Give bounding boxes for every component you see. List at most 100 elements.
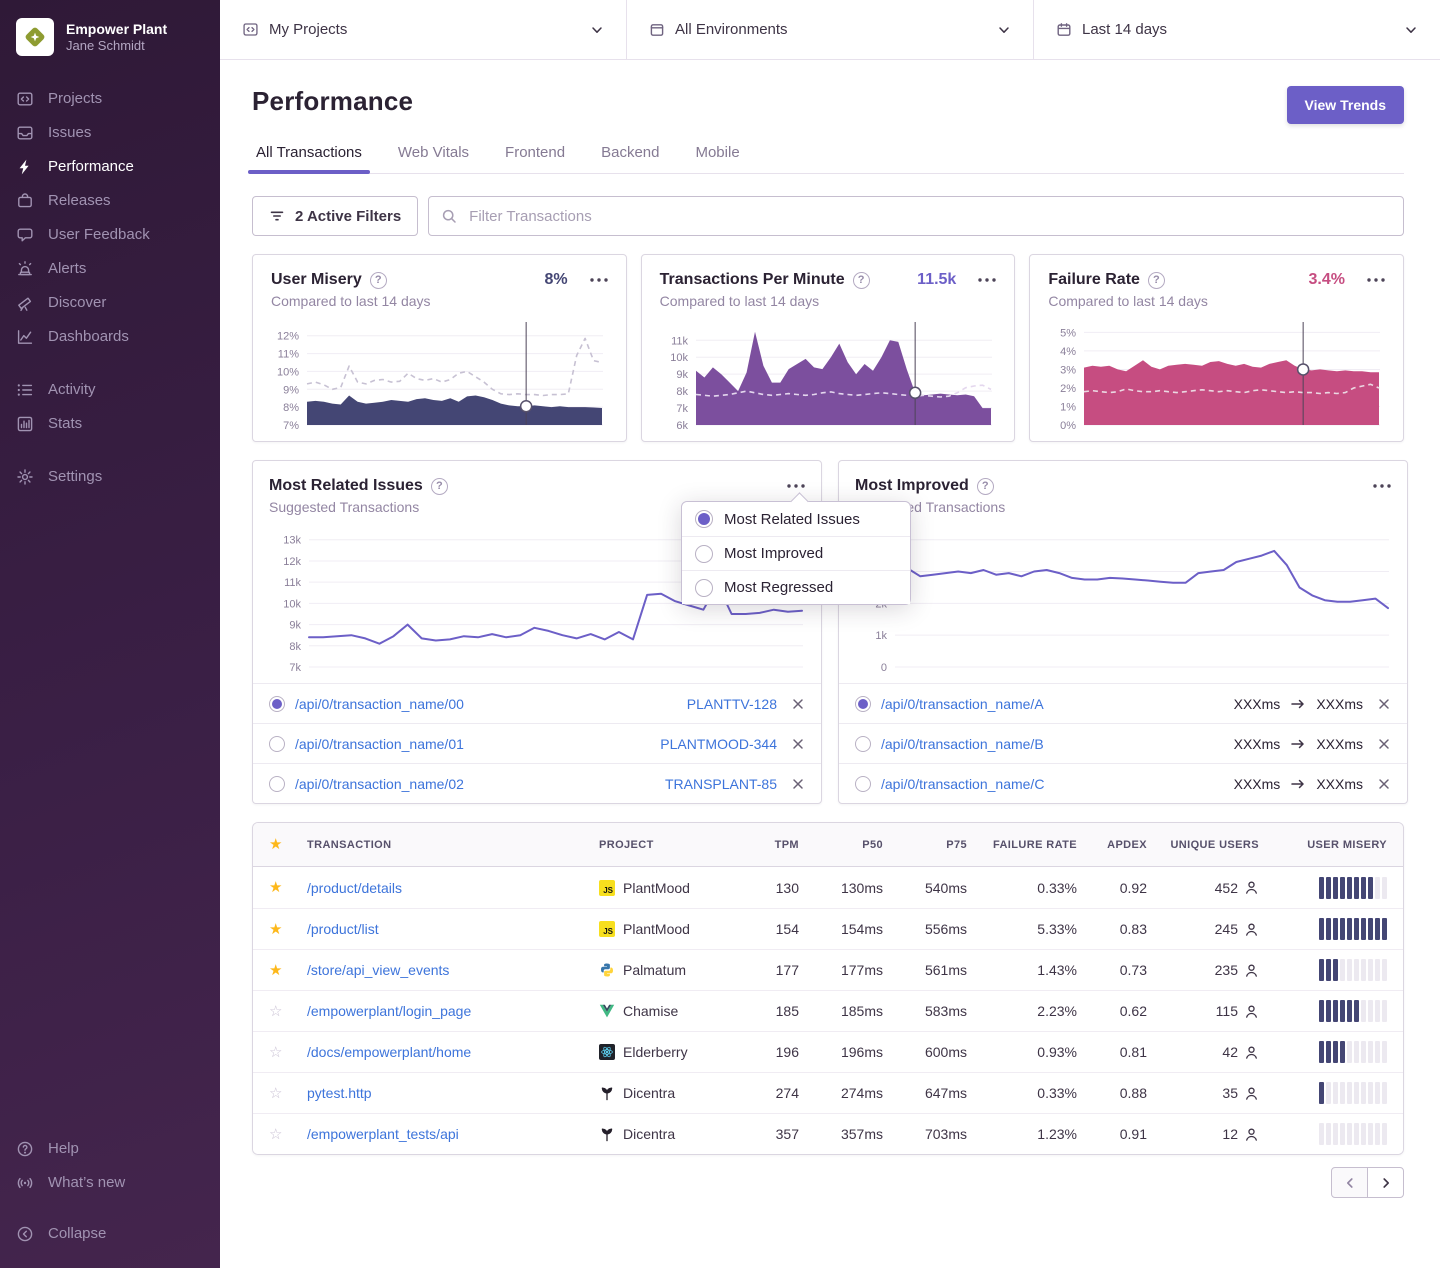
help-icon[interactable]: ? — [1148, 272, 1165, 289]
card-menu-button[interactable] — [590, 278, 608, 282]
p75-value: 556ms — [883, 921, 967, 937]
star-toggle[interactable]: ☆ — [269, 1086, 307, 1101]
card-menu-button[interactable] — [1367, 278, 1385, 282]
transaction-link[interactable]: /empowerplant_tests/api — [307, 1126, 599, 1142]
issue-link[interactable]: PLANTTV-128 — [687, 696, 777, 712]
star-toggle[interactable]: ★ — [269, 922, 307, 937]
sidebar-item-whatsnew[interactable]: What’s new — [16, 1168, 204, 1197]
card-menu-button[interactable] — [978, 278, 996, 282]
tab-web-vitals[interactable]: Web Vitals — [398, 144, 469, 173]
issue-link[interactable]: TRANSPLANT-85 — [665, 776, 777, 792]
failure-rate-card: Failure Rate ? 3.4% Compared to last 14 … — [1029, 254, 1404, 442]
sidebar-item-discover[interactable]: Discover — [16, 288, 204, 317]
column-header[interactable]: TPM — [737, 839, 799, 851]
column-header[interactable]: PROJECT — [599, 839, 737, 851]
sidebar-item-projects[interactable]: Projects — [16, 84, 204, 113]
close-icon[interactable] — [1377, 777, 1391, 791]
help-icon[interactable]: ? — [431, 478, 448, 495]
menu-option-most-related-issues[interactable]: Most Related Issues — [682, 502, 910, 536]
star-toggle[interactable]: ★ — [269, 880, 307, 895]
sidebar-item-help[interactable]: Help — [16, 1134, 204, 1163]
transaction-link[interactable]: /api/0/transaction_name/B — [881, 736, 1044, 752]
next-page-button[interactable] — [1367, 1167, 1404, 1198]
active-filters-button[interactable]: 2 Active Filters — [252, 196, 418, 236]
svg-text:7%: 7% — [283, 420, 299, 431]
column-header[interactable]: USER MISERY — [1259, 839, 1387, 851]
menu-option-most-improved[interactable]: Most Improved — [682, 536, 910, 570]
tab-frontend[interactable]: Frontend — [505, 144, 565, 173]
star-toggle[interactable]: ★ — [269, 963, 307, 978]
radio-button[interactable] — [855, 696, 871, 712]
tab-mobile[interactable]: Mobile — [695, 144, 739, 173]
column-header[interactable]: P50 — [799, 839, 883, 851]
radio-button[interactable] — [269, 736, 285, 752]
failure-rate-value: 0.33% — [967, 880, 1077, 896]
search-input[interactable] — [467, 207, 1391, 226]
tpm-value: 185 — [737, 1003, 799, 1019]
column-header[interactable]: FAILURE RATE — [967, 839, 1077, 851]
previous-page-button[interactable] — [1331, 1167, 1368, 1198]
transaction-link[interactable]: /api/0/transaction_name/00 — [295, 696, 464, 712]
radio-button[interactable] — [855, 736, 871, 752]
transaction-link[interactable]: /product/details — [307, 880, 599, 896]
radio-button[interactable] — [269, 696, 285, 712]
transaction-link[interactable]: /product/list — [307, 921, 599, 937]
help-icon[interactable]: ? — [853, 272, 870, 289]
sidebar-item-collapse[interactable]: Collapse — [16, 1219, 204, 1248]
activity-icon — [16, 381, 34, 399]
menu-option-most-regressed[interactable]: Most Regressed — [682, 570, 910, 604]
star-toggle[interactable]: ☆ — [269, 1004, 307, 1019]
apdex-value: 0.73 — [1077, 962, 1147, 978]
date-range-picker[interactable]: Last 14 days — [1033, 0, 1440, 59]
sidebar-item-activity[interactable]: Activity — [16, 375, 204, 404]
failure-rate-value: 1.43% — [967, 962, 1077, 978]
table-row: ☆ pytest.http Dicentra 274 274ms 647ms 0… — [253, 1072, 1403, 1113]
transaction-link[interactable]: /api/0/transaction_name/C — [881, 776, 1044, 792]
help-icon[interactable]: ? — [370, 272, 387, 289]
card-menu-button[interactable] — [1373, 484, 1391, 488]
transaction-link[interactable]: /api/0/transaction_name/A — [881, 696, 1044, 712]
star-toggle[interactable]: ☆ — [269, 1045, 307, 1060]
column-header[interactable]: P75 — [883, 839, 967, 851]
tpm-value: 196 — [737, 1044, 799, 1060]
sidebar-item-dashboards[interactable]: Dashboards — [16, 322, 204, 351]
org-switcher[interactable]: Empower Plant Jane Schmidt — [0, 14, 220, 60]
improved-transaction-row: /api/0/transaction_name/C XXXms XXXms — [839, 763, 1407, 803]
star-column-header[interactable]: ★ — [269, 837, 307, 852]
star-toggle[interactable]: ☆ — [269, 1127, 307, 1142]
transaction-link[interactable]: /docs/empowerplant/home — [307, 1044, 599, 1060]
sidebar-item-releases[interactable]: Releases — [16, 186, 204, 215]
close-icon[interactable] — [791, 737, 805, 751]
tab-backend[interactable]: Backend — [601, 144, 659, 173]
sidebar-item-alerts[interactable]: Alerts — [16, 254, 204, 283]
column-header[interactable]: UNIQUE USERS — [1147, 839, 1259, 851]
close-icon[interactable] — [1377, 737, 1391, 751]
transaction-link[interactable]: /store/api_view_events — [307, 962, 599, 978]
issue-link[interactable]: PLANTMOOD-344 — [660, 736, 777, 752]
sidebar-item-stats[interactable]: Stats — [16, 409, 204, 438]
transaction-link[interactable]: pytest.http — [307, 1085, 599, 1101]
help-icon[interactable]: ? — [977, 478, 994, 495]
card-menu-button[interactable] — [787, 484, 805, 488]
transaction-link[interactable]: /api/0/transaction_name/02 — [295, 776, 464, 792]
transaction-link[interactable]: /empowerplant/login_page — [307, 1003, 599, 1019]
sidebar-item-performance[interactable]: Performance — [16, 152, 204, 181]
sidebar-item-settings[interactable]: Settings — [16, 462, 204, 491]
user-icon — [1244, 1086, 1259, 1101]
radio-button[interactable] — [855, 776, 871, 792]
close-icon[interactable] — [791, 777, 805, 791]
view-trends-button[interactable]: View Trends — [1287, 86, 1404, 124]
radio-button[interactable] — [269, 776, 285, 792]
project-picker[interactable]: My Projects — [220, 0, 626, 59]
sidebar-item-issues[interactable]: Issues — [16, 118, 204, 147]
card-subtitle: Compared to last 14 days — [271, 293, 608, 309]
tab-all-transactions[interactable]: All Transactions — [256, 144, 362, 173]
close-icon[interactable] — [1377, 697, 1391, 711]
transaction-link[interactable]: /api/0/transaction_name/01 — [295, 736, 464, 752]
sidebar-item-feedback[interactable]: User Feedback — [16, 220, 204, 249]
close-icon[interactable] — [791, 697, 805, 711]
user-misery-bars — [1259, 918, 1387, 940]
column-header[interactable]: APDEX — [1077, 839, 1147, 851]
column-header[interactable]: TRANSACTION — [307, 839, 599, 851]
environment-picker[interactable]: All Environments — [626, 0, 1033, 59]
